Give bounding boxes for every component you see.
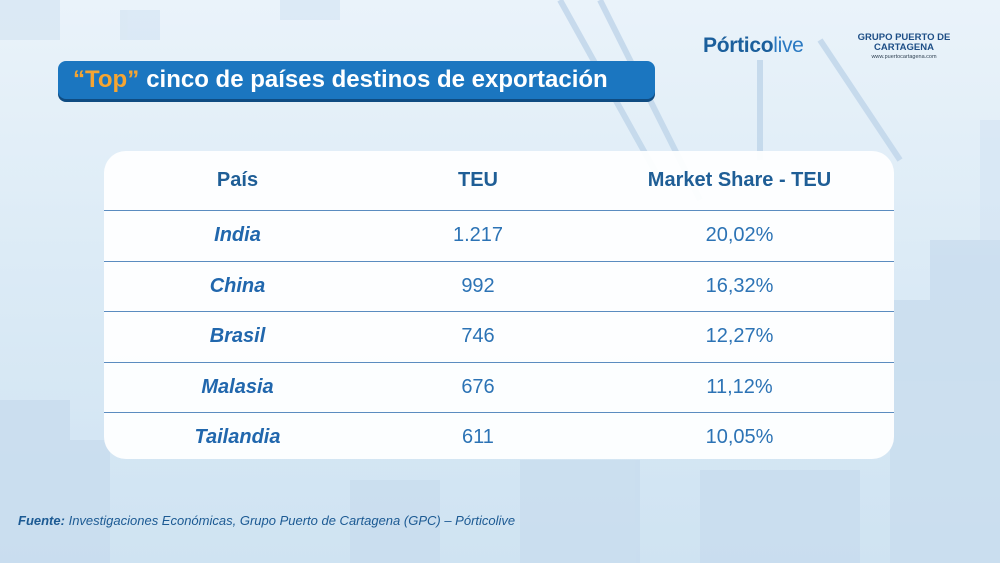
market-share-cell: 10,05% [705,426,774,449]
country-cell: India [104,210,371,262]
gpc-logo: GRUPO PUERTO DE CARTAGENA www.puertocart… [854,33,954,61]
teu-cell: 611 [462,426,494,449]
column-header-teu: TEU [371,151,585,211]
teu-cell: 746 [371,311,585,363]
country-cell: Tailandia [194,426,281,449]
market-share-cell: 12,27% [585,311,894,363]
export-destinations-table: País TEU Market Share - TEU India 1.217 … [104,151,894,463]
source-note: Fuente: Investigaciones Económicas, Grup… [18,513,515,528]
market-share-cell: 20,02% [585,210,894,262]
column-header-market-share: Market Share - TEU [585,151,894,211]
table-row: Tailandia 611 10,05% [104,413,894,463]
table-row: China 992 16,32% [104,261,894,312]
logo-name-bold: Pórtico [703,34,774,57]
source-text: Investigaciones Económicas, Grupo Puerto… [68,513,516,528]
country-cell: Malasia [104,362,371,413]
title-text: cinco de países destinos de exportación [146,66,608,93]
country-cell: China [104,261,371,312]
teu-cell: 676 [371,362,585,413]
teu-cell: 992 [371,261,585,312]
teu-cell: 1.217 [371,210,585,262]
data-table-card: País TEU Market Share - TEU India 1.217 … [104,151,894,459]
table-row: India 1.217 20,02% [104,210,894,262]
table-row: Brasil 746 12,27% [104,311,894,363]
logo-name-light: live [773,34,804,57]
gpc-url: www.puertocartagena.com [871,54,937,60]
country-cell: Brasil [104,311,371,363]
source-label: Fuente: [18,513,65,528]
gpc-line2: CARTAGENA [874,42,934,53]
gpc-line1: GRUPO PUERTO DE [857,32,951,43]
table-row: Malasia 676 11,12% [104,362,894,413]
column-header-pais: País [104,151,371,211]
table-header-row: País TEU Market Share - TEU [104,151,894,211]
market-share-cell: 11,12% [585,362,894,413]
market-share-cell: 16,32% [585,261,894,312]
porticolive-logo: Pórticolive [703,34,804,58]
page-title: “Top” cinco de países destinos de export… [58,61,655,99]
title-highlight: “Top” [73,66,140,93]
